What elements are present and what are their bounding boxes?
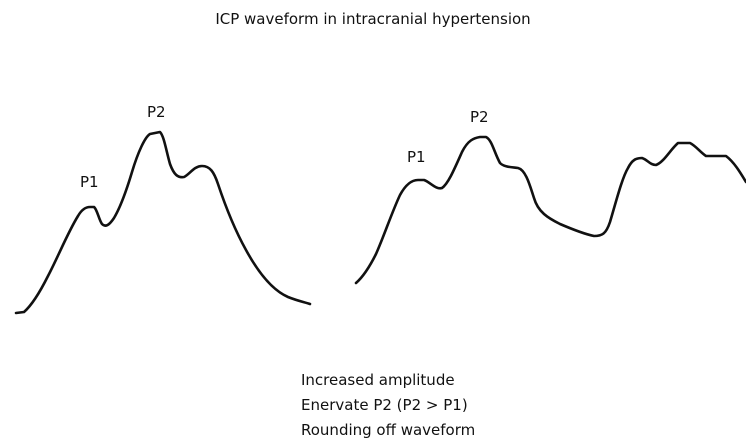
note: Enervate P2 (P2 > P1)	[301, 396, 468, 414]
note: Increased amplitude	[301, 371, 455, 389]
label-p2-right: P2	[470, 108, 489, 126]
waveform-right	[354, 135, 746, 285]
label-p1-left: P1	[80, 173, 99, 191]
waveform-left	[14, 130, 312, 315]
label-p2-left: P2	[147, 103, 166, 121]
title: ICP waveform in intracranial hypertensio…	[215, 10, 530, 28]
label-p1-right: P1	[407, 148, 426, 166]
note: Rounding off waveform	[301, 421, 475, 439]
